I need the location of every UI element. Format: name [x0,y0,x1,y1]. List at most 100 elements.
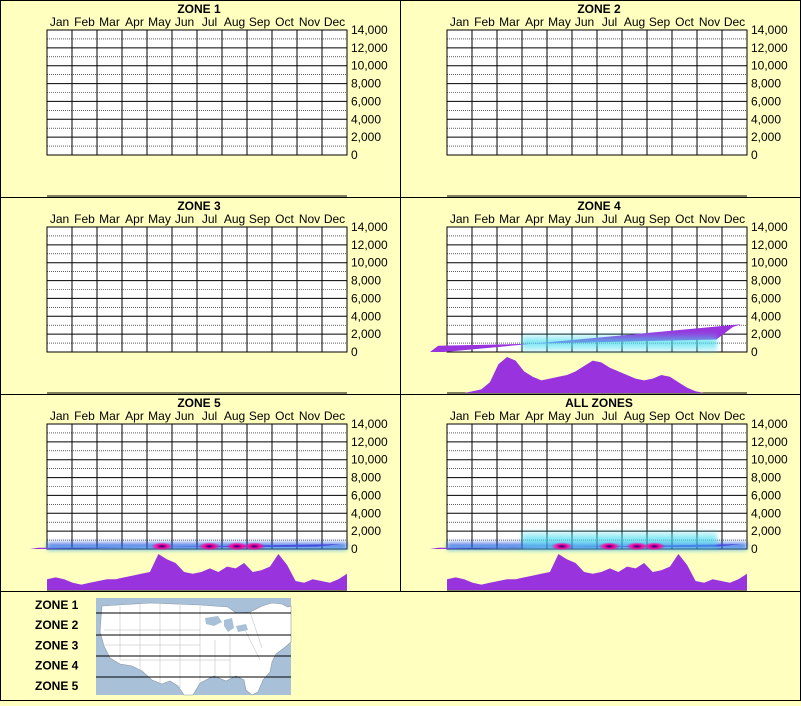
month-tick-label: Jan [50,409,69,423]
panel-title: ZONE 2 [577,2,621,16]
zone-panel: ZONE 5 Jan Feb Mar Apr May Jun Jul Aug Sep Oct Nov D… [0,394,401,592]
zone-legend-label: ZONE 5 [35,679,79,693]
state-boundary [249,611,263,649]
month-tick-label: Dec [724,212,745,226]
month-tick-label: Jun [175,409,194,423]
elevation-tick-label: 6,000 [351,94,381,108]
month-tick-label: Oct [275,212,294,226]
zone-legend-label: ZONE 3 [35,638,79,652]
month-tick-label: Jan [450,212,469,226]
month-tick-label: May [148,15,171,29]
zone-panel: ZONE 1 Jan Feb Mar Apr May Jun Jul Aug Sep Oct Nov D… [0,0,401,198]
elevation-tick-label: 0 [751,345,758,359]
elevation-tick-label: 14,000 [351,417,388,431]
elevation-tick-label: 0 [751,148,758,162]
panel-title: ZONE 1 [177,2,221,16]
month-tick-label: Nov [699,409,720,423]
density-hotspot [243,542,266,551]
elevation-tick-label: 12,000 [351,41,388,55]
month-tick-label: Mar [499,15,520,29]
elevation-tick-label: 14,000 [751,23,788,37]
month-tick-label: Jul [202,409,217,423]
zone-legend-label: ZONE 2 [35,618,79,632]
month-tick-label: Jan [50,15,69,29]
month-tick-label: May [548,212,571,226]
elevation-tick-label: 2,000 [751,327,781,341]
panel-title: ZONE 3 [177,199,221,213]
month-tick-label: Feb [74,409,95,423]
elevation-tick-label: 8,000 [351,274,381,288]
elevation-tick-label: 4,000 [351,112,381,126]
month-tick-label: Jun [175,15,194,29]
density-hotspot [643,542,666,551]
month-tick-label: Dec [324,212,345,226]
month-tick-label: Oct [275,409,294,423]
elevation-tick-label: 8,000 [751,274,781,288]
month-tick-label: Nov [699,15,720,29]
density-hotspot [151,542,173,551]
month-tick-label: Aug [224,15,245,29]
elevation-tick-label: 14,000 [751,417,788,431]
month-tick-label: Mar [99,409,120,423]
month-tick-label: Oct [675,15,694,29]
month-tick-label: Jun [175,212,194,226]
elevation-tick-label: 8,000 [751,77,781,91]
zone-legend-label: ZONE 4 [35,659,79,673]
month-tick-label: Jan [450,15,469,29]
grid [46,226,348,353]
month-tick-label: Sep [249,15,271,29]
month-tick-label: Jul [202,212,217,226]
month-tick-label: Mar [499,409,520,423]
month-tick-label: Sep [649,409,671,423]
grid [446,29,748,156]
elevation-tick-label: 2,000 [351,130,381,144]
month-tick-label: Mar [99,15,120,29]
elevation-tick-label: 14,000 [351,220,388,234]
month-tick-label: May [548,15,571,29]
elevation-tick-label: 4,000 [751,506,781,520]
elevation-tick-label: 6,000 [751,94,781,108]
month-tick-label: May [148,212,171,226]
month-tick-label: Mar [99,212,120,226]
density-hotspot [551,542,573,551]
panel-title: ZONE 5 [177,396,221,410]
month-tick-label: Feb [474,15,495,29]
month-tick-label: Nov [699,212,720,226]
density-band [47,541,347,552]
zone-panel: ZONE 3 Jan Feb Mar Apr May Jun Jul Aug Sep Oct Nov D… [0,197,401,395]
zone-panel: ALL ZONES Jan Feb Mar Apr May Jun Jul Aug Sep Oct N… [400,394,801,592]
elevation-tick-label: 6,000 [351,488,381,502]
month-tick-label: Aug [224,409,245,423]
elevation-tick-label: 2,000 [751,524,781,538]
month-tick-label: Sep [649,15,671,29]
month-tick-label: Apr [525,409,544,423]
elevation-tick-label: 8,000 [751,471,781,485]
month-tick-label: Sep [249,212,271,226]
map-state-lines [102,604,263,688]
elevation-tick-label: 0 [751,542,758,556]
elevation-tick-label: 4,000 [751,309,781,323]
footer: ZONE 1 ZONE 2 ZONE 3 ZONE 4 ZONE 5 [0,591,801,701]
elevation-tick-label: 10,000 [751,453,788,467]
density-hotspot [598,542,621,551]
seasonal-profile [447,357,747,393]
grid [46,29,348,156]
grid [46,423,348,550]
elevation-tick-label: 4,000 [751,112,781,126]
density-band [522,332,717,355]
zone-map [96,598,292,696]
elevation-tick-label: 12,000 [351,435,388,449]
elevation-tick-label: 10,000 [351,453,388,467]
elevation-tick-label: 12,000 [751,435,788,449]
month-tick-label: Dec [724,409,745,423]
elevation-tick-label: 0 [351,345,358,359]
month-tick-label: Dec [324,15,345,29]
elevation-tick-label: 10,000 [751,59,788,73]
month-tick-label: Aug [624,212,645,226]
elevation-tick-label: 12,000 [351,238,388,252]
month-tick-label: Apr [125,15,144,29]
month-tick-label: Feb [74,15,95,29]
month-tick-label: Jan [50,212,69,226]
month-tick-label: Feb [474,409,495,423]
zone-panel: ZONE 2 Jan Feb Mar Apr May Jun Jul Aug Sep Oct Nov D… [400,0,801,198]
